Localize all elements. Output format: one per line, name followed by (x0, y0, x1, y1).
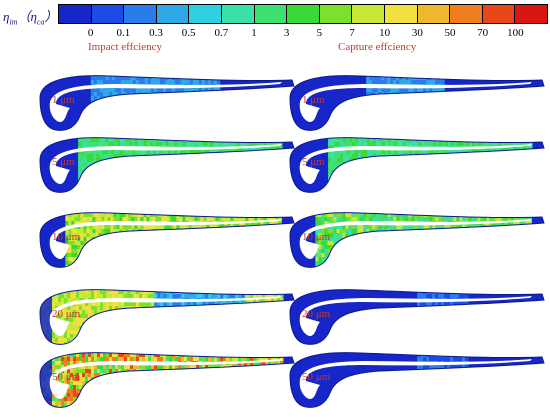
impact-blade-1: 1 μm (30, 68, 300, 140)
particle-size-label: 10 μm (302, 231, 331, 243)
colorbar-tick-label: 3 (283, 27, 290, 39)
particle-size-label: 50 μm (52, 371, 81, 383)
blade-contour (289, 137, 545, 193)
colorbar-segment (352, 5, 385, 23)
capture-blade-4: 20 μm (280, 282, 550, 354)
colorbar-ticks: 0 0.1 0.3 0.5 0.7 1 3 5 7 10 30 50 70 100 (0, 27, 550, 41)
particle-size-label: 20 μm (52, 308, 81, 320)
colorbar-segment (417, 5, 451, 23)
colorbar-tick-label: 0.3 (149, 27, 163, 39)
colorbar-tick-label: 100 (507, 27, 524, 39)
particle-size-label: 50 μm (302, 371, 331, 383)
blade-contour (289, 352, 545, 408)
impact-blade-2: 5 μm (30, 130, 300, 202)
particle-size-label: 5 μm (302, 156, 325, 168)
impact-efficiency-title: Impact effciency (88, 41, 163, 53)
blade-contour (39, 352, 295, 408)
colorbar-tick-label: 30 (411, 27, 423, 39)
capture-blade-5: 50 μm (280, 345, 550, 417)
colorbar-tick-label: 5 (316, 27, 323, 39)
blade-contour (39, 212, 295, 268)
colorbar-segment (59, 5, 92, 23)
colorbar-tick-label: 0.5 (181, 27, 196, 39)
colorbar-segment (319, 5, 353, 23)
capture-blade-3: 10 μm (280, 205, 550, 277)
colorbar-segment (287, 5, 320, 23)
colorbar-tick-label: 7 (349, 27, 355, 39)
capture-blade-2: 5 μm (280, 130, 550, 202)
colorbar-segment (156, 5, 190, 23)
colorbar-tick-label: 10 (379, 27, 391, 39)
color-legend: ηim（ηca） 0 0.1 0.3 0.5 0.7 1 3 5 7 10 30 50 70 100 (0, 0, 550, 48)
blade-contour (39, 75, 295, 131)
blade-contour (289, 212, 545, 268)
colorbar-segment (189, 5, 222, 23)
colorbar-tick-label: 0.1 (116, 27, 131, 39)
particle-size-label: 10 μm (52, 231, 81, 243)
colorbar-segment (254, 5, 288, 23)
colorbar-segment (124, 5, 157, 23)
capture-blade-1: 1 μm (280, 68, 550, 140)
impact-blade-3: 10 μm (30, 205, 300, 277)
colorbar-segment (384, 5, 418, 23)
capture-efficiency-title: Capture effciency (338, 41, 417, 53)
colorbar-tick-label: 0.7 (214, 27, 229, 39)
legend-symbol: ηim（ηca） (3, 9, 58, 27)
colorbar-tick-label: 1 (251, 27, 257, 39)
particle-size-label: 1 μm (302, 94, 325, 106)
colorbar-tick-label: 50 (444, 27, 456, 39)
colorbar-segment (482, 5, 516, 23)
particle-size-label: 20 μm (302, 308, 331, 320)
particle-size-label: 1 μm (52, 94, 75, 106)
blade-contour (39, 289, 295, 345)
colorbar-tick-label: 70 (477, 27, 489, 39)
blade-contour (289, 289, 545, 345)
particle-size-label: 5 μm (52, 156, 75, 168)
colorbar-segment (450, 5, 483, 23)
blade-contour (289, 75, 545, 131)
colorbar (58, 4, 548, 24)
colorbar-segment (91, 5, 125, 23)
impact-blade-4: 20 μm (30, 282, 300, 354)
colorbar-tick-label: 0 (87, 27, 94, 39)
impact-blade-5: 50 μm (30, 345, 300, 417)
colorbar-segment (515, 5, 547, 23)
colorbar-segment (221, 5, 255, 23)
blade-contour (39, 137, 295, 193)
